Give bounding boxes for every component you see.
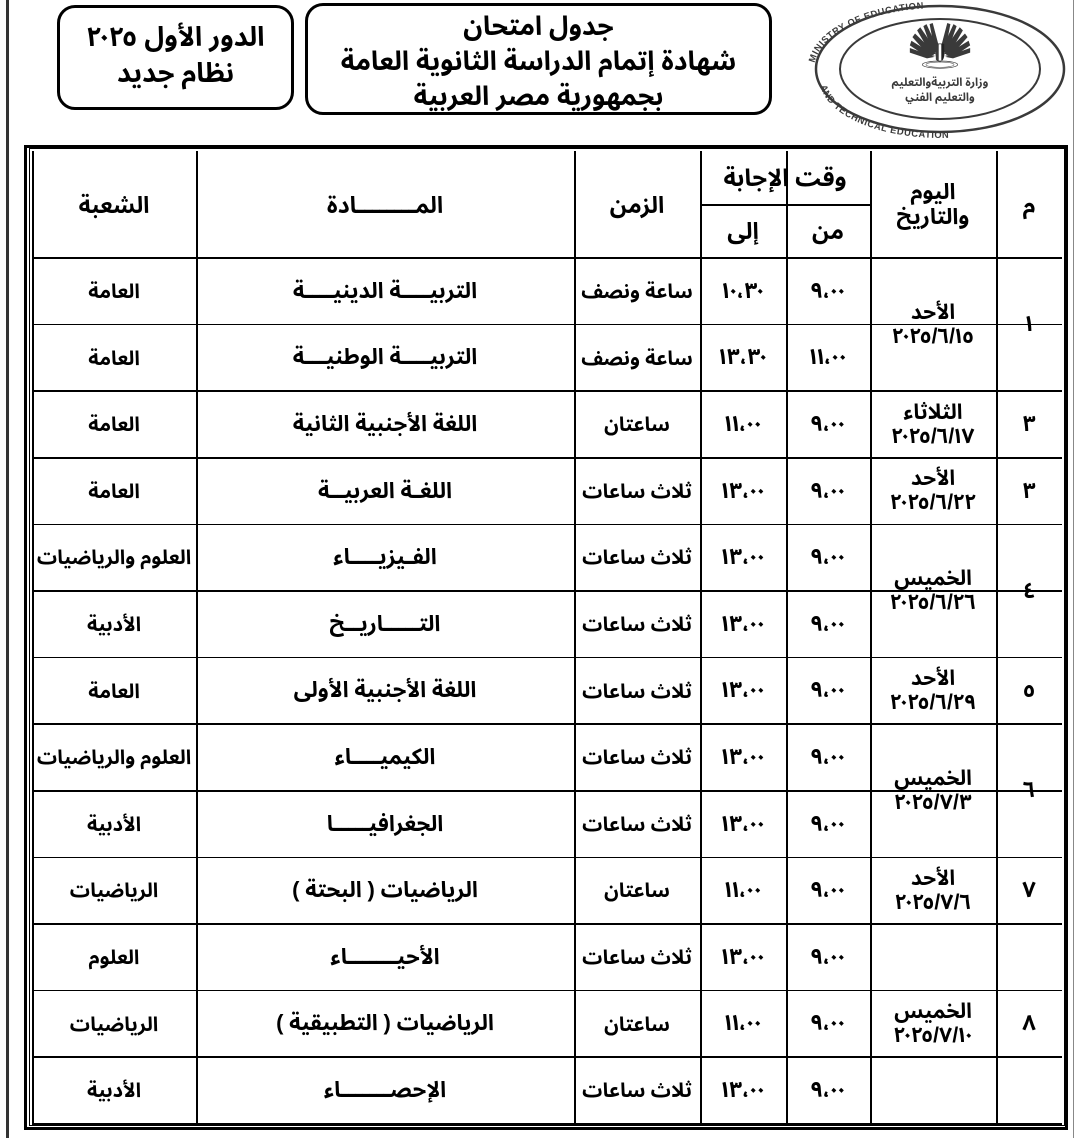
svg-text:وزارة التربيةوالتعليم: وزارة التربيةوالتعليم bbox=[892, 75, 989, 90]
svg-text:والتعليم الفني: والتعليم الفني bbox=[905, 90, 975, 105]
svg-text:MINISTRY OF EDUCATION: MINISTRY OF EDUCATION bbox=[808, 2, 924, 64]
